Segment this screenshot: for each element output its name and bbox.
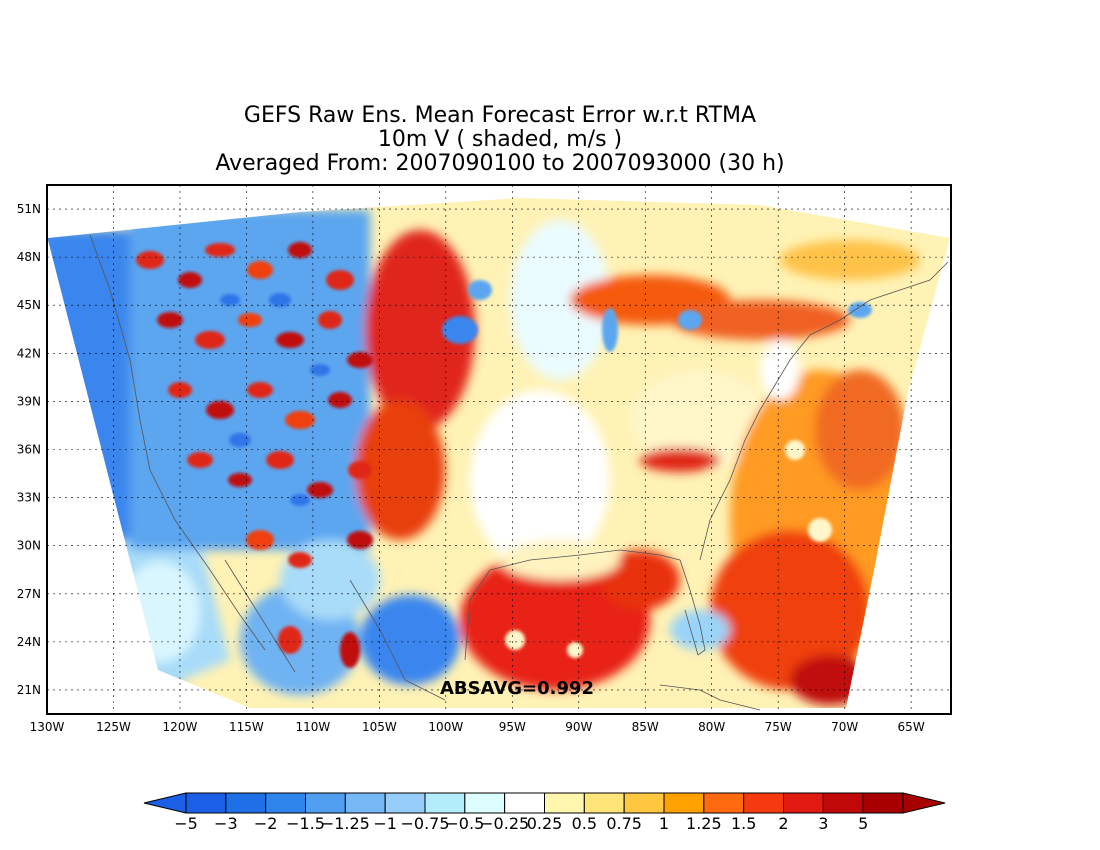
lon-label: 65W	[898, 720, 925, 734]
lon-label: 75W	[765, 720, 792, 734]
lat-label: 24N	[17, 635, 41, 649]
colorbar-label: 1	[659, 814, 669, 833]
colorbar-swatch	[783, 792, 824, 814]
lat-label: 36N	[17, 443, 41, 457]
colorbar-label: 1.5	[731, 814, 756, 833]
lat-label: 51N	[17, 202, 41, 216]
colorbar-label: −0.25	[480, 814, 529, 833]
lon-label: 85W	[632, 720, 659, 734]
lat-label: 21N	[17, 683, 41, 697]
colorbar-swatch	[305, 792, 346, 814]
lon-label: 115W	[229, 720, 264, 734]
grid-lines	[47, 185, 951, 714]
colorbar	[143, 792, 946, 814]
colorbar-swatch	[822, 792, 864, 814]
lon-label: 105W	[362, 720, 397, 734]
colorbar-label: −1	[373, 814, 397, 833]
lat-label: 48N	[17, 250, 41, 264]
colorbar-high-arrow	[902, 792, 946, 814]
lat-label: 45N	[17, 298, 41, 312]
lon-label: 100W	[428, 720, 463, 734]
colorbar-swatch	[185, 792, 227, 814]
colorbar-swatch	[583, 792, 625, 814]
colorbar-swatch	[703, 792, 745, 814]
colorbar-swatch	[743, 792, 785, 814]
title-line-3: Averaged From: 2007090100 to 2007093000 …	[215, 151, 785, 176]
colorbar-swatch	[504, 792, 545, 814]
latitude-labels: 51N 48N 45N 42N 39N 36N 33N 30N 27N 24N 21N	[17, 202, 41, 697]
colorbar-label: 3	[818, 814, 828, 833]
lon-label: 70W	[831, 720, 858, 734]
lat-label: 30N	[17, 539, 41, 553]
colorbar-label: −5	[174, 814, 198, 833]
shaded-field	[48, 198, 950, 708]
colorbar-swatch	[344, 792, 386, 814]
lat-label: 27N	[17, 587, 41, 601]
colorbar-swatch	[623, 792, 665, 814]
lon-label: 80W	[698, 720, 725, 734]
colorbar-label: 0.5	[572, 814, 597, 833]
colorbar-label: −0.5	[445, 814, 484, 833]
colorbar-swatch	[544, 792, 585, 814]
colorbar-label: −1.25	[321, 814, 370, 833]
colorbar-swatch	[424, 792, 466, 814]
title-line-2: 10m V ( shaded, m/s )	[377, 127, 623, 152]
colorbar-label: 0.75	[606, 814, 642, 833]
lon-label: 95W	[499, 720, 526, 734]
colorbar-label: −0.75	[400, 814, 449, 833]
lon-label: 120W	[163, 720, 198, 734]
map-frame	[46, 184, 952, 715]
colorbar-label: 0.25	[527, 814, 563, 833]
colorbar-swatch	[265, 792, 306, 814]
colorbar-label: 2	[778, 814, 788, 833]
colorbar-swatch	[464, 792, 506, 814]
colorbar-low-arrow	[143, 792, 187, 814]
colorbar-swatch	[384, 792, 426, 814]
title-line-1: GEFS Raw Ens. Mean Forecast Error w.r.t …	[243, 103, 757, 128]
colorbar-labels: −5 −3 −2 −1.5−1.25 −1 −0.75−0.5−0.250.25 0.5 0.…	[174, 814, 868, 833]
colorbar-label: −2	[254, 814, 278, 833]
lat-label: 42N	[17, 346, 41, 360]
longitude-labels: 130W 125W 120W 115W 110W 105W 100W 95W 90W 85W 80W…	[30, 720, 925, 734]
lat-label: 33N	[17, 491, 41, 505]
lon-label: 130W	[30, 720, 65, 734]
colorbar-swatch	[225, 792, 267, 814]
lat-label: 39N	[17, 394, 41, 408]
colorbar-swatch	[663, 792, 705, 814]
lon-label: 110W	[295, 720, 330, 734]
colorbar-label: 5	[858, 814, 868, 833]
lon-label: 125W	[96, 720, 131, 734]
colorbar-label: −3	[214, 814, 238, 833]
colorbar-label: 1.25	[686, 814, 722, 833]
colorbar-label: −1.5	[286, 814, 325, 833]
absavg-annotation: ABSAVG=0.992	[440, 678, 594, 699]
colorbar-swatch	[862, 792, 904, 814]
lon-label: 90W	[565, 720, 592, 734]
